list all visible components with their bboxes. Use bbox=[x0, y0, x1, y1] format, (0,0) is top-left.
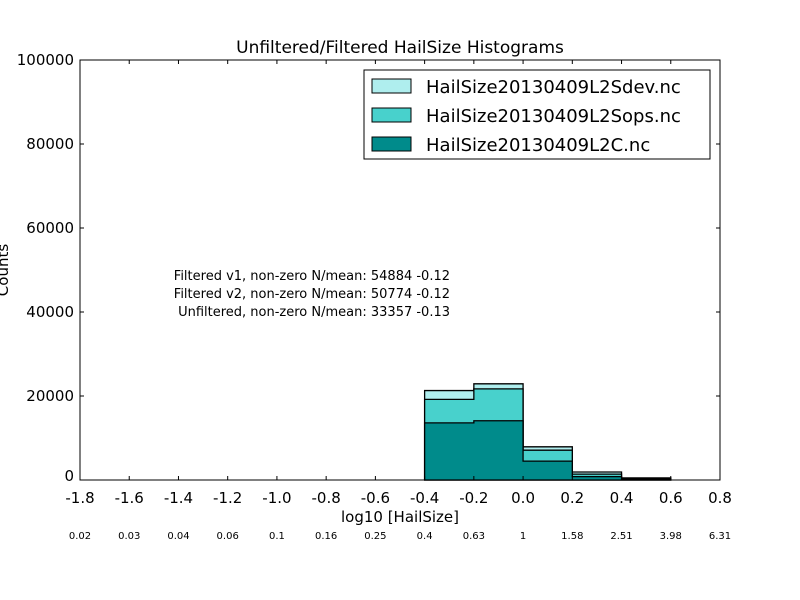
y-tick-label: 20000 bbox=[26, 387, 74, 405]
y-tick-label: 60000 bbox=[26, 219, 74, 237]
secondary-x-tick-label: 6.31 bbox=[709, 531, 731, 542]
x-tick-label: -0.2 bbox=[459, 489, 488, 507]
annotation-filtered-v1: Filtered v1, non-zero N/mean: 54884 -0.1… bbox=[174, 269, 450, 284]
secondary-x-tick-label: 3.98 bbox=[660, 531, 682, 542]
x-tick-label: -0.4 bbox=[410, 489, 439, 507]
secondary-x-tick-label: 0.1 bbox=[269, 531, 285, 542]
secondary-x-tick-label: 0.04 bbox=[167, 531, 189, 542]
x-tick-label: 0.6 bbox=[659, 489, 683, 507]
y-tick-label: 40000 bbox=[26, 303, 74, 321]
x-axis-label: log10 [HailSize] bbox=[341, 508, 459, 526]
x-tick-label: -1.8 bbox=[65, 489, 94, 507]
x-tick-label: 0.4 bbox=[610, 489, 634, 507]
secondary-x-tick-label: 0.63 bbox=[463, 531, 485, 542]
chart-title: Unfiltered/Filtered HailSize Histograms bbox=[236, 38, 564, 58]
x-tick-label: 0.2 bbox=[560, 489, 584, 507]
x-tick-label: 0.8 bbox=[708, 489, 732, 507]
legend-label-c: HailSize20130409L2C.nc bbox=[426, 135, 650, 156]
y-tick-label: 100000 bbox=[17, 51, 74, 69]
legend-label-sdev: HailSize20130409L2Sdev.nc bbox=[426, 77, 681, 98]
secondary-x-tick-label: 0.25 bbox=[364, 531, 386, 542]
x-tick-label: -1.4 bbox=[164, 489, 193, 507]
x-tick-label: 0.0 bbox=[511, 489, 535, 507]
annotation-filtered-v2: Filtered v2, non-zero N/mean: 50774 -0.1… bbox=[174, 287, 450, 302]
annotation-unfiltered: Unfiltered, non-zero N/mean: 33357 -0.13 bbox=[178, 305, 450, 320]
secondary-x-tick-label: 0.02 bbox=[69, 531, 91, 542]
secondary-x-tick-label: 0.16 bbox=[315, 531, 337, 542]
legend-swatch-sdev bbox=[371, 78, 412, 94]
legend-swatch-sops bbox=[371, 107, 412, 123]
y-tick-label: 0 bbox=[64, 467, 74, 485]
secondary-x-tick-label: 1 bbox=[520, 531, 526, 542]
plot-frame bbox=[79, 59, 721, 481]
secondary-x-tick-label: 0.03 bbox=[118, 531, 140, 542]
y-tick-label: 80000 bbox=[26, 135, 74, 153]
x-tick-label: -0.8 bbox=[312, 489, 341, 507]
x-tick-label: -1.2 bbox=[213, 489, 242, 507]
legend-swatch-c bbox=[371, 136, 412, 152]
x-tick-label: -0.6 bbox=[361, 489, 390, 507]
x-tick-label: -1.6 bbox=[115, 489, 144, 507]
x-tick-label: -1.0 bbox=[262, 489, 291, 507]
secondary-x-tick-label: 2.51 bbox=[610, 531, 632, 542]
legend-label-sops: HailSize20130409L2Sops.nc bbox=[426, 106, 681, 127]
secondary-x-tick-label: 0.06 bbox=[217, 531, 239, 542]
legend: HailSize20130409L2Sdev.nc HailSize201304… bbox=[363, 69, 711, 160]
secondary-x-tick-label: 1.58 bbox=[561, 531, 583, 542]
secondary-x-tick-label: 0.4 bbox=[417, 531, 433, 542]
y-axis-label: Counts bbox=[0, 244, 12, 297]
